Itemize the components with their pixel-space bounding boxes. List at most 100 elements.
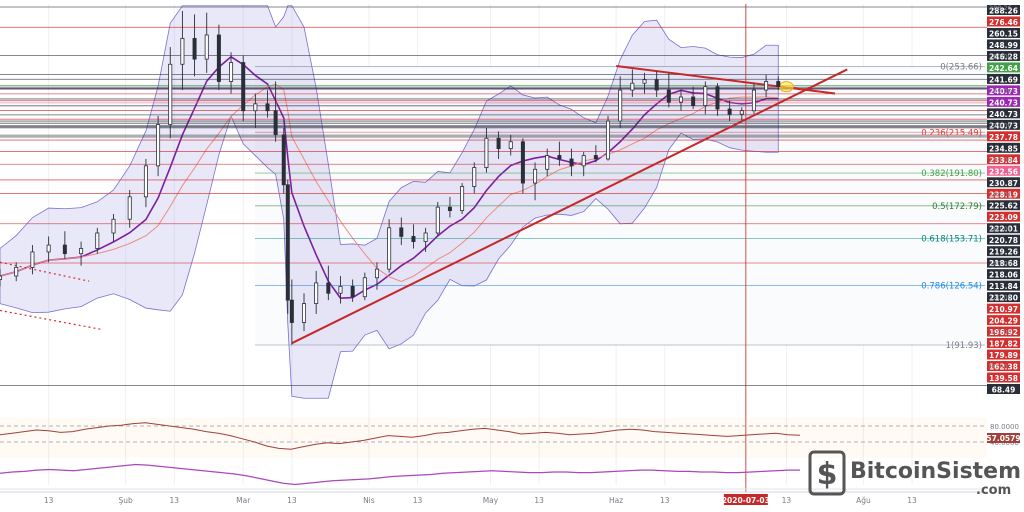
price-tag-label: 240.73 (989, 98, 1018, 107)
price-tag[interactable] (987, 165, 1020, 176)
price-tag-label: 288.26 (989, 7, 1018, 16)
time-axis[interactable]: 13 Şub 13 Mar 13 Nis 13 May 13 Haz 13 2020-07-03 13 A… (0, 491, 987, 505)
candle-body (776, 81, 781, 88)
candle-body (460, 186, 465, 212)
price-axis[interactable]: 288.26 276.46 260.15 248.99 246.28 242.64 241.… (987, 4, 1020, 395)
price-tag[interactable] (987, 16, 1020, 27)
time-tick-label: Nis (363, 496, 375, 505)
price-tag[interactable] (987, 315, 1020, 326)
price-tag[interactable] (987, 108, 1020, 119)
candle-body (764, 81, 769, 91)
candle-body (285, 184, 290, 301)
candle-body (727, 108, 732, 115)
candle-body (143, 165, 148, 198)
candle-body (593, 155, 598, 160)
bitcoin-logo-icon: $ (808, 450, 846, 496)
candle-body (751, 89, 756, 112)
indicator-1-tag (987, 433, 1020, 443)
fibonacci-layer: 0(253.66) 0.236(215.49) 0.382(191.80) 0.5(1… (255, 63, 985, 351)
fib-label: 0.382(191.80) (921, 169, 982, 179)
candle-body (46, 244, 51, 253)
y-scale-label: 100.00 (989, 328, 1012, 336)
price-tag[interactable] (987, 73, 1020, 84)
price-tag-label: 219.26 (989, 248, 1018, 257)
candle-body (520, 141, 525, 184)
price-tag[interactable] (987, 62, 1020, 73)
indicator-2-line (0, 463, 800, 486)
trendline-dotted (0, 309, 102, 330)
price-tag[interactable] (987, 50, 1020, 61)
candle-body (216, 34, 221, 82)
candle-body (496, 137, 501, 150)
price-tag[interactable] (987, 188, 1020, 199)
time-highlight-tag[interactable] (723, 494, 768, 505)
price-tag[interactable] (987, 280, 1020, 291)
price-tag[interactable] (987, 5, 1020, 15)
price-tag[interactable] (987, 85, 1020, 96)
price-tag-label: 223.09 (989, 213, 1018, 222)
fib-label: 0.618(153.71) (921, 235, 982, 245)
moving-average-slow-line (0, 83, 779, 283)
trendline-support (291, 68, 848, 345)
price-tag-label: 228.19 (989, 190, 1018, 199)
candle-body (326, 282, 331, 294)
price-tag[interactable] (987, 234, 1020, 245)
fib-label: 0(253.66) (940, 63, 982, 73)
time-tick-label: May (483, 496, 499, 505)
candle-body (362, 277, 367, 298)
price-tag[interactable] (987, 361, 1020, 372)
price-tag[interactable] (987, 39, 1020, 50)
price-tag[interactable] (987, 119, 1020, 130)
logo-dollar-icon: $ (817, 457, 838, 492)
price-tag[interactable] (987, 223, 1020, 234)
price-tag[interactable] (987, 384, 1020, 394)
price-tag-label: 179.89 (989, 351, 1018, 360)
time-tick-label: 13 (170, 496, 180, 505)
price-tag[interactable] (987, 211, 1020, 222)
price-tag[interactable] (987, 200, 1020, 211)
price-tag[interactable] (987, 246, 1020, 257)
y-scale-label: 80.00 (989, 363, 1008, 371)
fib-label: 0.5(172.79) (932, 202, 982, 212)
price-tag[interactable] (987, 142, 1020, 153)
price-tag[interactable] (987, 349, 1020, 360)
price-tag-label: 246.28 (989, 52, 1018, 61)
price-tag[interactable] (987, 372, 1020, 383)
price-tag-label: 187.82 (989, 340, 1018, 349)
highlight-marker (778, 81, 794, 93)
candle-body (273, 110, 278, 136)
price-tag-label: 68.49 (992, 386, 1016, 395)
price-tag[interactable] (987, 154, 1020, 165)
candles-layer (0, 10, 781, 345)
candle-body (557, 155, 562, 160)
candle-body (581, 155, 586, 167)
price-tag[interactable] (987, 96, 1020, 107)
time-tick-label: 13 (413, 496, 423, 505)
y-scale-label: 288.26 (989, 4, 1012, 12)
price-tag[interactable] (987, 326, 1020, 337)
watermark-logo: $ BitcoinSistemi .com (806, 448, 1024, 500)
indicator-1-level-label: 80.0000 (990, 423, 1019, 431)
price-tag-label: 222.01 (989, 225, 1018, 234)
price-tag-label: 233.84 (989, 156, 1018, 165)
price-tag[interactable] (987, 269, 1020, 280)
price-tag-label: 240.73 (989, 87, 1018, 96)
price-tag[interactable] (987, 303, 1020, 314)
price-tag[interactable] (987, 292, 1020, 303)
price-tag[interactable] (987, 131, 1020, 142)
price-tag[interactable] (987, 257, 1020, 268)
candle-body (95, 232, 100, 249)
candle-body (14, 267, 19, 277)
price-tag-label: 242.64 (989, 64, 1018, 73)
candle-body (111, 218, 116, 234)
trendline-dotted (0, 261, 90, 282)
price-tag[interactable] (987, 177, 1020, 188)
candle-body (0, 275, 3, 280)
price-tag[interactable] (987, 27, 1020, 38)
time-tick-label: 13 (287, 496, 297, 505)
candle-body (338, 285, 343, 294)
candle-body (678, 96, 683, 103)
price-tag[interactable] (987, 338, 1020, 349)
